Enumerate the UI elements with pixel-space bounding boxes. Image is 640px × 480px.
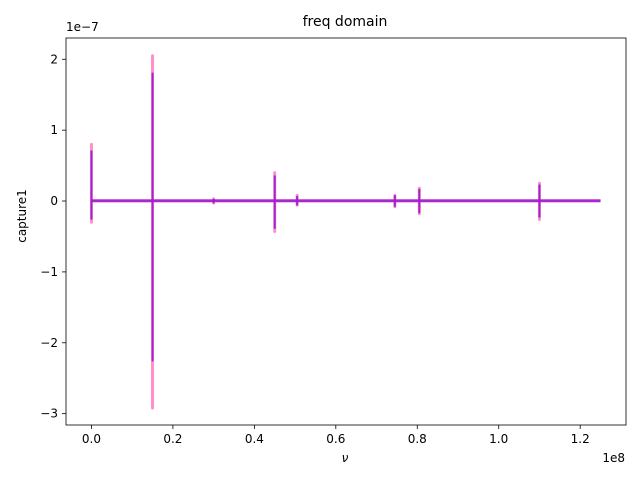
x-offset-label: 1e8 [602, 451, 625, 465]
x-tick-label: 0.0 [82, 432, 101, 446]
x-tick-label: 0.4 [245, 432, 264, 446]
chart-title: freq domain [303, 14, 388, 30]
y-tick-label: 2 [50, 52, 58, 66]
axes: 0.0 0.2 0.4 0.6 0.8 1.0 1.2 −3 −2 −1 0 1 2 [40, 37, 627, 446]
x-tick-label: 1.2 [571, 432, 590, 446]
y-tick-label: −1 [40, 265, 58, 279]
y-tick-label: 0 [50, 194, 58, 208]
x-tick-label: 0.6 [326, 432, 345, 446]
x-tick-label: 1.0 [489, 432, 508, 446]
y-axis-label: capture1 [15, 189, 29, 243]
y-tick-label: 1 [50, 123, 58, 137]
plot-area [89, 54, 601, 410]
y-tick-label: −3 [40, 407, 58, 421]
x-axis-label: ν [342, 451, 349, 465]
x-tick-label: 0.2 [163, 432, 182, 446]
y-offset-label: 1e−7 [66, 20, 99, 34]
x-tick-label: 0.8 [408, 432, 427, 446]
axes-frame [65, 37, 627, 426]
y-tick-label: −2 [40, 336, 58, 350]
